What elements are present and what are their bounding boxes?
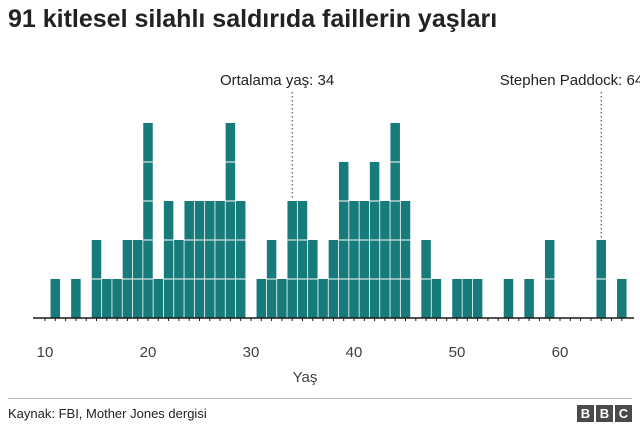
bar-age-43 (380, 201, 390, 318)
bar-age-22 (163, 201, 174, 318)
bar-age-40 (349, 201, 359, 318)
annotations-group: Ortalama yaş: 34 Stephen Paddock: 64 (220, 72, 640, 238)
x-axis-baseline (33, 317, 634, 321)
bar-age-41 (359, 201, 370, 318)
bars-group (50, 123, 627, 318)
annotation-label: Ortalama yaş: 34 (220, 72, 334, 89)
annotation-label: Stephen Paddock: 64 (500, 72, 640, 89)
bbc-logo: B B C (577, 405, 632, 422)
source-note: Kaynak: FBI, Mother Jones dergisi (8, 406, 207, 421)
bar-age-16 (102, 279, 112, 318)
age-histogram: 10 20 30 40 50 60 Ortalama yaş: 34 Stephen Pad… (33, 72, 640, 386)
bar-age-20 (143, 123, 153, 318)
bar-age-35 (297, 201, 308, 318)
bar-age-33 (277, 279, 287, 318)
bar-age-13 (71, 279, 81, 318)
bbc-logo-letter: B (577, 405, 594, 422)
x-axis-ticks: 10 20 30 40 50 60 (37, 344, 569, 361)
bar-age-55 (503, 279, 514, 318)
bar-age-34 (287, 201, 297, 318)
bbc-logo-letter: B (596, 405, 613, 422)
bar-age-28 (225, 123, 236, 318)
bar-age-17 (112, 279, 122, 318)
x-tick-label: 10 (37, 344, 54, 361)
x-tick-label: 60 (552, 344, 569, 361)
chart-title: 91 kitlesel silahlı saldırıda faillerin … (8, 5, 498, 33)
bar-age-26 (205, 201, 215, 318)
bar-age-50 (452, 279, 462, 318)
bar-age-44 (390, 123, 400, 318)
footer-divider (8, 398, 632, 399)
bar-age-25 (194, 201, 205, 318)
bar-age-24 (184, 201, 194, 318)
x-tick-label: 30 (243, 344, 260, 361)
x-axis-title: Yaş (293, 369, 318, 386)
bar-age-11 (50, 279, 61, 318)
bar-age-45 (400, 201, 411, 318)
x-tick-label: 40 (346, 344, 363, 361)
bar-age-31 (256, 279, 267, 318)
bar-age-48 (431, 279, 442, 318)
x-tick-label: 50 (449, 344, 466, 361)
bar-age-51 (462, 279, 473, 318)
bar-age-66 (617, 279, 627, 318)
bar-age-57 (524, 279, 534, 318)
bar-age-27 (215, 201, 225, 318)
bar-age-52 (472, 279, 483, 318)
bar-age-29 (235, 201, 246, 318)
bar-age-21 (153, 279, 164, 318)
bbc-logo-letter: C (615, 405, 632, 422)
x-tick-label: 20 (140, 344, 157, 361)
bar-age-37 (318, 279, 328, 318)
